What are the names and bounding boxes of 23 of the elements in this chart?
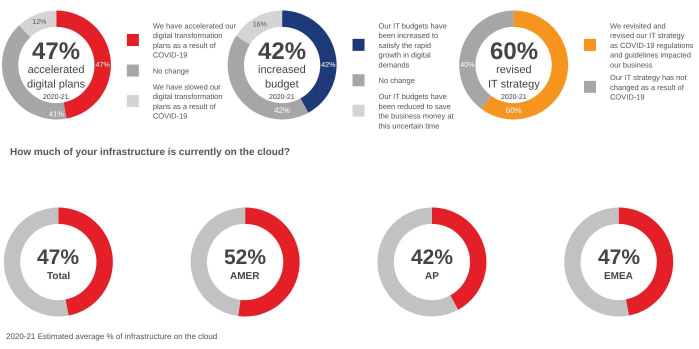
donut-slice <box>228 36 308 120</box>
donut-slice <box>482 10 568 120</box>
text: 47% <box>32 38 80 65</box>
text: accelerated digital plans <box>27 64 86 90</box>
text: 42% <box>411 246 454 269</box>
text: increased budget <box>258 64 306 90</box>
text: AP <box>425 271 440 282</box>
text: How much of your infrastructure is currently on the cloud? <box>10 147 290 158</box>
donut-slice <box>19 10 56 38</box>
text: 52% <box>224 246 266 269</box>
text: EMEA <box>604 271 633 282</box>
data-label: 41% <box>48 109 64 118</box>
data-label: 60% <box>506 106 522 116</box>
text: 47% <box>598 246 640 269</box>
text: 47% <box>37 246 80 269</box>
text: revised IT strategy <box>488 64 540 90</box>
data-label: 42% <box>274 106 290 116</box>
text: AMER <box>230 271 260 282</box>
text: Total <box>47 271 70 282</box>
text: 60% <box>490 38 538 65</box>
text: 42% <box>258 38 306 65</box>
donut-slice <box>378 208 458 316</box>
text: 2020-21 Estimated average % of infrastructure on the cloud <box>6 332 218 341</box>
